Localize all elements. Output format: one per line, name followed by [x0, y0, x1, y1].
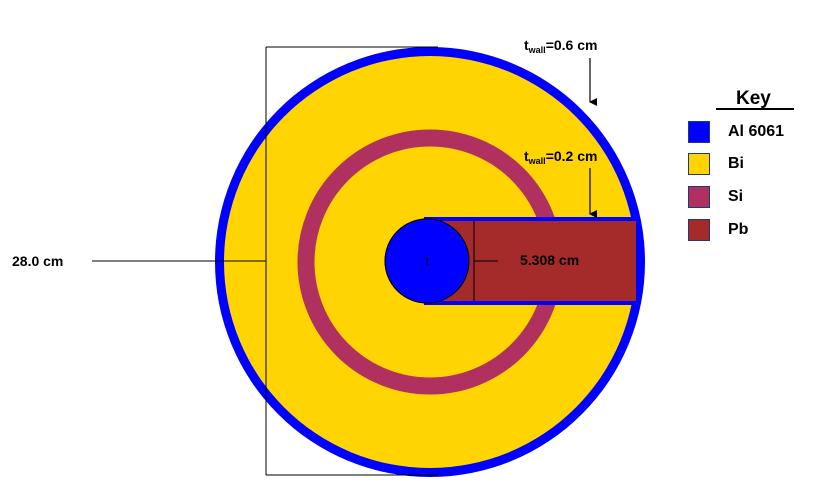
key-item-label: Al 6061	[728, 123, 785, 140]
key-item-label: Si	[728, 188, 744, 205]
outer-wall-sub: wall	[528, 45, 546, 55]
inner-wall-value: =0.2 cm	[545, 148, 598, 164]
al6061-swatch	[688, 121, 710, 143]
pb-swatch	[688, 219, 710, 241]
si-swatch	[688, 186, 710, 208]
diameter-label: 28.0 cm	[12, 253, 64, 269]
inner-wall-thickness-label: twall=0.2 cm	[524, 148, 597, 166]
inner-wall-sub: wall	[528, 156, 546, 166]
bi-swatch	[688, 153, 710, 175]
key-item-label: Pb	[728, 221, 749, 238]
key-underline	[716, 108, 794, 110]
outer-wall-thickness-label: twall=0.6 cm	[524, 37, 597, 55]
inner-wall-t: t	[524, 148, 529, 164]
key-item-label: Bi	[728, 155, 744, 172]
outer-wall-value: =0.6 cm	[545, 37, 598, 53]
channel-length-label: 5.308 cm	[520, 252, 580, 268]
core-outline	[384, 218, 470, 304]
outer-wall-t: t	[524, 37, 529, 53]
key-title: Key	[736, 88, 771, 109]
